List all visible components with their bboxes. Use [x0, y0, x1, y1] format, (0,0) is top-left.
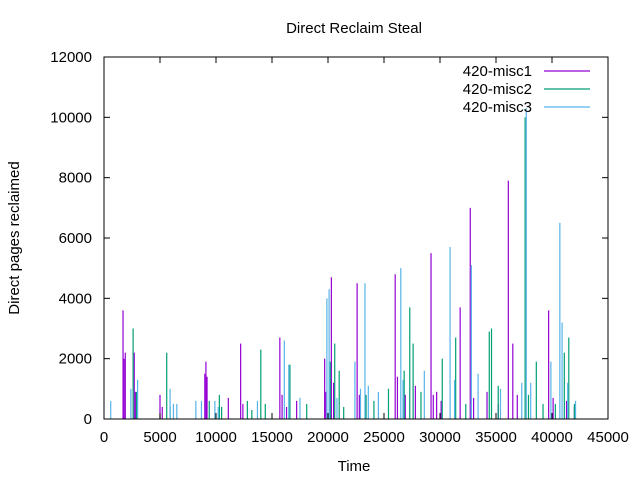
series-420-misc3	[110, 108, 577, 419]
y-tick-label: 6000	[59, 230, 92, 247]
y-tick-label: 2000	[59, 351, 92, 368]
x-tick-label: 25000	[363, 429, 405, 446]
x-tick-label: 5000	[143, 429, 176, 446]
plot-frame	[103, 56, 609, 420]
y-axis-label: Direct pages reclaimed	[6, 161, 23, 314]
series-420-misc2	[132, 117, 576, 419]
x-tick-label: 15000	[251, 429, 293, 446]
y-axis: 0 2000 4000 6000 8000 10000 12000	[50, 49, 608, 428]
y-tick-label: 0	[84, 411, 92, 428]
x-tick-label: 45000	[587, 429, 629, 446]
y-tick-label: 4000	[59, 290, 92, 307]
x-tick-label: 0	[100, 429, 108, 446]
x-axis: 0 5000 10000 15000 20000 25000 30000 35000 40000…	[100, 57, 629, 446]
y-tick-label: 12000	[50, 49, 92, 66]
x-tick-label: 35000	[475, 429, 517, 446]
x-axis-label: Time	[338, 458, 371, 475]
legend-label: 420-misc2	[463, 81, 532, 98]
legend-label: 420-misc1	[463, 63, 532, 80]
chart-title: Direct Reclaim Steal	[286, 20, 422, 37]
x-tick-label: 30000	[419, 429, 461, 446]
y-tick-label: 10000	[50, 109, 92, 126]
legend-label: 420-misc3	[463, 99, 532, 116]
x-tick-label: 20000	[307, 429, 349, 446]
series-420-misc1	[122, 180, 576, 419]
x-tick-label: 10000	[195, 429, 237, 446]
x-tick-label: 40000	[531, 429, 573, 446]
y-tick-label: 8000	[59, 170, 92, 187]
plot-series	[110, 108, 577, 419]
